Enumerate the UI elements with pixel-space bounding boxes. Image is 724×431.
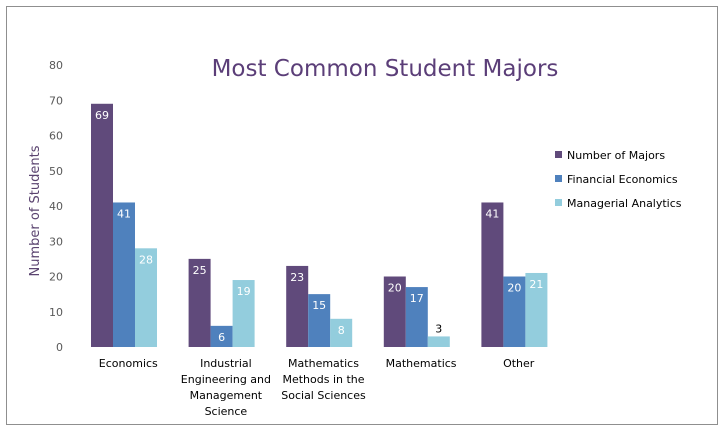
legend-label: Number of Majors — [567, 149, 665, 162]
value-label: 20 — [507, 282, 521, 295]
bar-1-2 — [308, 294, 331, 347]
value-label: 41 — [485, 207, 499, 220]
bar-1-4 — [503, 276, 526, 347]
category-label: Economics — [99, 357, 158, 370]
value-label: 69 — [95, 109, 109, 122]
bar-2-3 — [427, 336, 450, 347]
bar-2-4 — [525, 272, 548, 347]
y-axis-ticks: 0 10 20 30 40 50 60 70 80 — [49, 59, 63, 354]
y-tick-label: 60 — [49, 130, 63, 143]
legend-label: Financial Economics — [567, 173, 678, 186]
y-tick-label: 50 — [49, 165, 63, 178]
bars-group — [91, 103, 548, 348]
value-label: 19 — [237, 285, 251, 298]
legend: Number of Majors Financial Economics Manag… — [555, 149, 682, 210]
category-label: Industrial Engineering and Management Scien… — [181, 357, 271, 418]
value-label: 23 — [290, 271, 304, 284]
bar-0-2 — [286, 265, 309, 347]
bar-2-0 — [135, 248, 157, 347]
bar-1-1 — [210, 325, 233, 347]
bar-2-2 — [330, 318, 353, 347]
category-label: Mathematics Methods in the Social Sciences — [281, 357, 366, 402]
chart-svg: Most Common Student Majors Number of Stu… — [28, 56, 682, 418]
bar-0-4 — [481, 202, 504, 347]
value-label: 3 — [435, 322, 442, 335]
bar-1-0 — [113, 202, 135, 347]
value-labels-group: 69 25 23 20 41 41 6 15 17 20 28 19 8 3 21 — [95, 109, 543, 344]
legend-swatch — [555, 151, 562, 158]
value-label: 21 — [529, 278, 543, 291]
legend-swatch — [555, 199, 562, 206]
category-label: Mathematics — [386, 357, 457, 370]
bar-2-1 — [232, 280, 255, 347]
value-label: 28 — [139, 253, 153, 266]
bar-0-0 — [91, 103, 113, 348]
category-labels-group: Economics Industrial Engineering and Manage… — [99, 357, 535, 418]
y-tick-label: 20 — [49, 271, 63, 284]
bar-0-3 — [383, 276, 406, 347]
y-tick-label: 10 — [49, 306, 63, 319]
value-label: 17 — [410, 292, 424, 305]
y-tick-label: 40 — [49, 200, 63, 213]
y-tick-label: 30 — [49, 235, 63, 248]
legend-label: Managerial Analytics — [567, 197, 682, 210]
category-label: Other — [503, 357, 535, 370]
legend-swatch — [555, 175, 562, 182]
y-axis-title: Number of Students — [28, 145, 43, 276]
chart-frame: Most Common Student Majors Number of Stu… — [6, 6, 718, 425]
value-label: 15 — [312, 299, 326, 312]
bar-0-1 — [188, 258, 211, 347]
chart-title: Most Common Student Majors — [212, 56, 559, 82]
y-tick-label: 0 — [56, 341, 63, 354]
value-label: 20 — [388, 282, 402, 295]
bar-1-3 — [405, 287, 428, 347]
y-tick-label: 80 — [49, 59, 63, 72]
value-label: 8 — [338, 324, 345, 337]
value-label: 25 — [193, 264, 207, 277]
value-label: 6 — [218, 331, 225, 344]
value-label: 41 — [117, 207, 131, 220]
y-tick-label: 70 — [49, 94, 63, 107]
